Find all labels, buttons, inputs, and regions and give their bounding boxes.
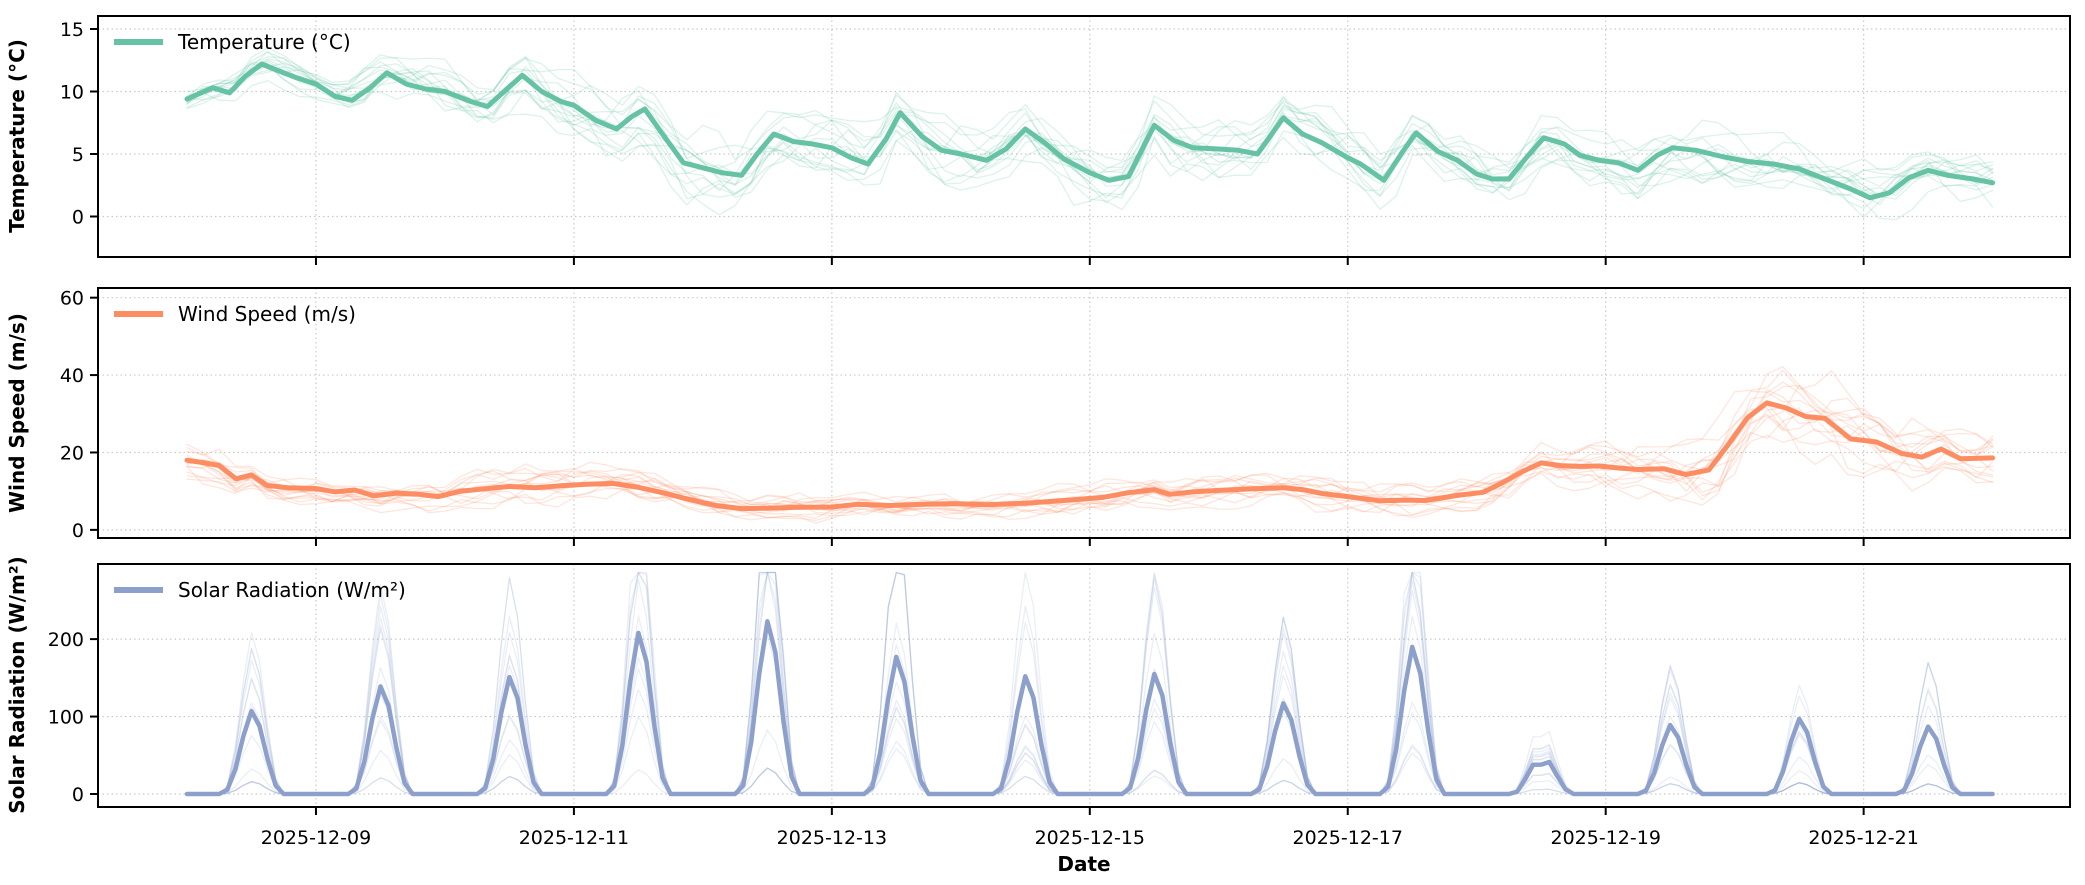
y-tick-label: 0 xyxy=(72,207,84,229)
temperature-ensemble-member xyxy=(186,66,1994,206)
temperature-legend: Temperature (°C) xyxy=(114,30,351,54)
y-tick-label: 10 xyxy=(60,82,84,104)
temperature-ensemble-member xyxy=(186,62,1994,203)
wind-speed-legend-label: Wind Speed (m/s) xyxy=(178,302,356,326)
wind-speed-y-axis-label: Wind Speed (m/s) xyxy=(5,313,29,513)
x-tick-label: 2025-12-09 xyxy=(261,827,371,849)
wind-speed-ensemble-member xyxy=(186,369,1994,516)
solar-radiation-legend: Solar Radiation (W/m²) xyxy=(114,578,406,602)
x-tick-label: 2025-12-19 xyxy=(1550,827,1660,849)
wind-speed-ensemble-member xyxy=(186,409,1994,512)
y-tick-label: 200 xyxy=(48,629,84,651)
wind-speed-ensemble-member xyxy=(186,390,1994,521)
temperature-ensemble-member xyxy=(186,61,1994,221)
x-tick-label: 2025-12-11 xyxy=(519,827,629,849)
wind-speed-ensemble-member xyxy=(186,384,1994,520)
wind-speed-mean-line xyxy=(184,400,1996,512)
temperature-plot-area xyxy=(97,15,2071,258)
solar-radiation-mean-line xyxy=(184,619,1995,797)
wind-speed-ensemble-member xyxy=(186,381,1994,517)
wind-speed-ensemble-member xyxy=(186,413,1994,520)
solar-radiation-y-axis-label: Solar Radiation (W/m²) xyxy=(5,556,29,814)
x-tick-label: 2025-12-21 xyxy=(1808,827,1918,849)
wind-speed-plot-area xyxy=(97,287,2071,539)
y-tick-label: 15 xyxy=(60,19,84,41)
y-tick-label: 5 xyxy=(72,144,84,166)
temperature-ensemble-member xyxy=(186,51,1994,216)
wind-speed-ensemble-member xyxy=(186,389,1994,515)
y-tick-label: 0 xyxy=(72,784,84,806)
x-tick-label: 2025-12-13 xyxy=(777,827,887,849)
y-tick-label: 40 xyxy=(60,365,84,387)
x-tick-label: 2025-12-15 xyxy=(1035,827,1145,849)
temperature-ensemble-member xyxy=(186,66,1994,197)
temperature-y-axis-label: Temperature (°C) xyxy=(5,39,29,233)
panels-layer: 0 5 10 15 0 20 40 60 0 100 200 2025-12-09 2025-12-11… xyxy=(48,15,2071,849)
wind-speed-legend: Wind Speed (m/s) xyxy=(114,302,356,326)
solar-radiation-plot-area xyxy=(97,563,2071,808)
temperature-ensemble-member xyxy=(186,54,1994,199)
x-tick-label: 2025-12-17 xyxy=(1293,827,1403,849)
temperature-mean-line xyxy=(184,61,1996,201)
temperature-legend-label: Temperature (°C) xyxy=(177,30,351,54)
y-tick-label: 0 xyxy=(72,520,84,542)
y-tick-label: 60 xyxy=(60,288,84,310)
x-axis-label: Date xyxy=(1057,852,1110,876)
wind-speed-ensemble-member xyxy=(186,403,1994,524)
wind-speed-ensemble-member xyxy=(186,423,1994,514)
temperature-ensemble-member xyxy=(186,56,1994,208)
temperature-ensemble-member xyxy=(186,61,1994,211)
wind-speed-ensemble-member xyxy=(186,414,1994,515)
temperature-ensemble-member xyxy=(186,47,1994,218)
y-tick-label: 20 xyxy=(60,442,84,464)
solar-radiation-legend-label: Solar Radiation (W/m²) xyxy=(178,578,406,602)
y-tick-label: 100 xyxy=(48,707,84,729)
